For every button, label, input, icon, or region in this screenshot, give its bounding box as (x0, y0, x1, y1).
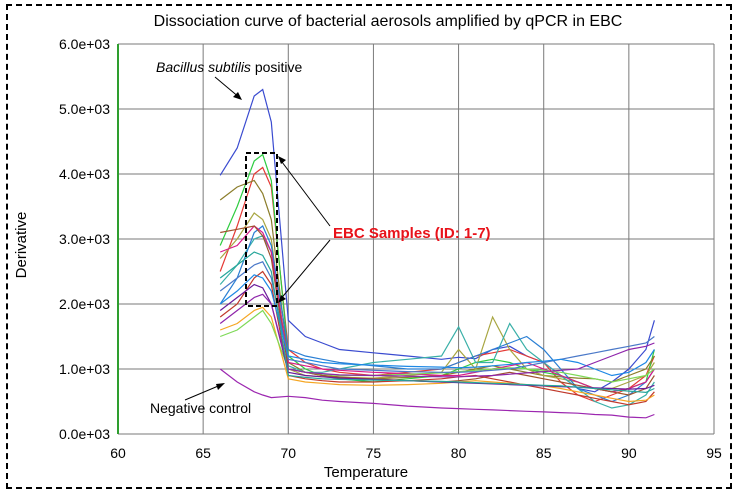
chart-title: Dissociation curve of bacterial aerosols… (154, 13, 623, 30)
series-line (219, 309, 655, 383)
x-tick-label: 60 (110, 445, 126, 461)
y-tick-label: 6.0e+03 (59, 36, 110, 52)
y-axis-label: Derivative (13, 212, 30, 279)
x-tick-label: 75 (366, 445, 382, 461)
samples-arrow-bottom (278, 239, 331, 302)
positive-arrowhead (233, 92, 242, 100)
x-tick-label: 70 (280, 445, 296, 461)
negative-arrow (184, 383, 224, 401)
samples-highlight-box (245, 152, 278, 307)
x-tick-label: 65 (195, 445, 211, 461)
y-tick-label: 1.0e+03 (59, 361, 110, 377)
positive-annotation-species: Bacillus subtilis (156, 59, 251, 75)
x-tick-label: 95 (706, 445, 722, 461)
y-tick-label: 0.0e+03 (59, 426, 110, 442)
positive-annotation-suffix: positive (251, 59, 303, 75)
tick-labels: 0.0e+03 1.0e+03 2.0e+03 3.0e+03 4.0e+03 5.0e+… (59, 36, 722, 461)
series-line (219, 261, 655, 373)
y-tick-label: 5.0e+03 (59, 101, 110, 117)
positive-annotation: Bacillus subtilis positive (156, 59, 303, 75)
x-tick-label: 80 (451, 445, 467, 461)
x-axis-label: Temperature (324, 464, 408, 481)
series-line (219, 293, 655, 378)
negative-arrowhead (216, 383, 225, 390)
y-tick-label: 3.0e+03 (59, 231, 110, 247)
samples-annotation: EBC Samples (ID: 1-7) (333, 225, 491, 242)
series-line (219, 368, 655, 419)
samples-arrow-top (278, 157, 331, 227)
y-tick-label: 4.0e+03 (59, 166, 110, 182)
samples-arrowhead-bottom (278, 295, 286, 303)
series-line (219, 88, 655, 393)
series-line (219, 251, 655, 394)
negative-annotation: Negative control (150, 400, 251, 416)
chart-frame (6, 4, 732, 489)
y-tick-label: 2.0e+03 (59, 296, 110, 312)
samples-arrowhead-top (278, 156, 286, 164)
series-lines (219, 88, 655, 419)
series-line (219, 274, 655, 377)
x-tick-label: 90 (621, 445, 637, 461)
x-tick-label: 85 (536, 445, 552, 461)
